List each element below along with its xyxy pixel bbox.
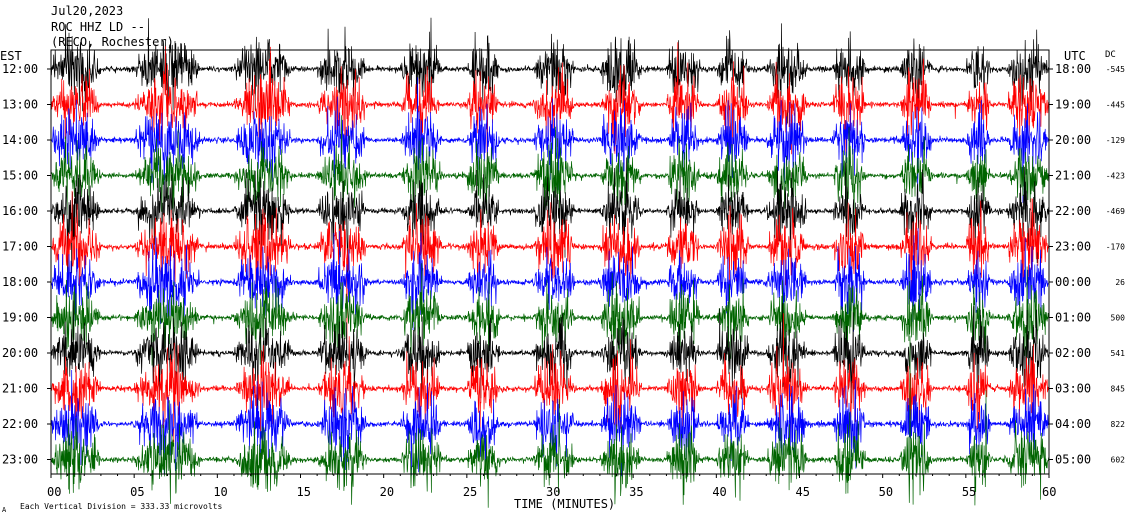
est-hour-label: 17:00 [2,240,38,254]
header-location: (RECO, Rochester) [51,35,174,49]
utc-hour-label: 20:00 [1055,133,1091,147]
dc-offset-label: -423 [1106,172,1125,181]
row-labels: 12:00 18:00 -545 13:00 19:00 -445 14:00 20:00 -1… [2,62,1125,467]
x-tick-label: 15 [297,485,311,499]
utc-hour-label: 04:00 [1055,417,1091,431]
dc-offset-label: 500 [1111,314,1126,323]
x-tick-label: 50 [879,485,893,499]
x-tick-label: 25 [463,485,477,499]
x-axis-ticks: 00 05 10 15 20 25 30 35 40 45 50 55 60 [47,474,1056,499]
est-hour-label: 13:00 [2,98,38,112]
dc-offset-label: -129 [1106,136,1125,145]
dc-offset-label: -545 [1106,65,1125,74]
dc-offset-label: 845 [1111,385,1126,394]
dc-offset-label: -469 [1106,207,1125,216]
trace-line [51,313,1049,443]
utc-hour-label: 22:00 [1055,204,1091,218]
trace-line [51,17,1049,124]
x-tick-label: 55 [962,485,976,499]
trace-line [51,115,1049,224]
dc-offset-label: 26 [1115,278,1125,287]
footer-mark: A [2,506,7,514]
trace-line [51,300,1049,410]
dc-offset-label: 822 [1111,420,1126,429]
left-zone-label: EST [0,49,22,63]
est-hour-label: 16:00 [2,204,38,218]
est-hour-label: 20:00 [2,346,38,360]
trace-line [51,369,1049,477]
utc-hour-label: 00:00 [1055,275,1091,289]
utc-hour-label: 21:00 [1055,169,1091,183]
trace-line [51,190,1049,344]
dc-header: DC [1105,50,1116,60]
header-date: Jul20,2023 [51,4,123,18]
est-hour-label: 22:00 [2,417,38,431]
utc-hour-label: 05:00 [1055,453,1091,467]
dc-offset-label: -170 [1106,243,1125,252]
header-station: ROC HHZ LD -- [51,20,145,34]
est-hour-label: 15:00 [2,169,38,183]
est-hour-label: 14:00 [2,133,38,147]
est-hour-label: 19:00 [2,311,38,325]
trace-line [51,335,1049,508]
utc-hour-label: 02:00 [1055,346,1091,360]
est-hour-label: 23:00 [2,453,38,467]
utc-hour-label: 18:00 [1055,62,1091,76]
trace-line [51,42,1049,164]
x-tick-label: 45 [796,485,810,499]
est-hour-label: 12:00 [2,62,38,76]
right-zone-label: UTC [1064,49,1086,63]
x-tick-label: 35 [629,485,643,499]
utc-hour-label: 03:00 [1055,382,1091,396]
dc-offset-label: 541 [1111,349,1126,358]
seismic-traces [51,17,1049,508]
dc-offset-label: -445 [1106,101,1125,110]
x-axis-label: TIME (MINUTES) [514,497,615,511]
trace-line [51,263,1049,366]
est-hour-label: 21:00 [2,382,38,396]
x-tick-label: 20 [380,485,394,499]
scale-note: Each Vertical Division = 333.33 microvol… [20,502,222,511]
utc-hour-label: 01:00 [1055,311,1091,325]
utc-hour-label: 23:00 [1055,240,1091,254]
x-tick-label: 30 [546,485,560,499]
x-tick-label: 40 [712,485,726,499]
x-tick-label: 60 [1042,485,1056,499]
x-tick-label: 10 [213,485,227,499]
x-tick-label: 00 [47,485,61,499]
est-hour-label: 18:00 [2,275,38,289]
trace-line [51,228,1049,332]
x-tick-label: 05 [130,485,144,499]
utc-hour-label: 19:00 [1055,98,1091,112]
trace-line [51,77,1049,203]
dc-offset-label: 602 [1111,456,1126,465]
trace-line [51,157,1049,281]
